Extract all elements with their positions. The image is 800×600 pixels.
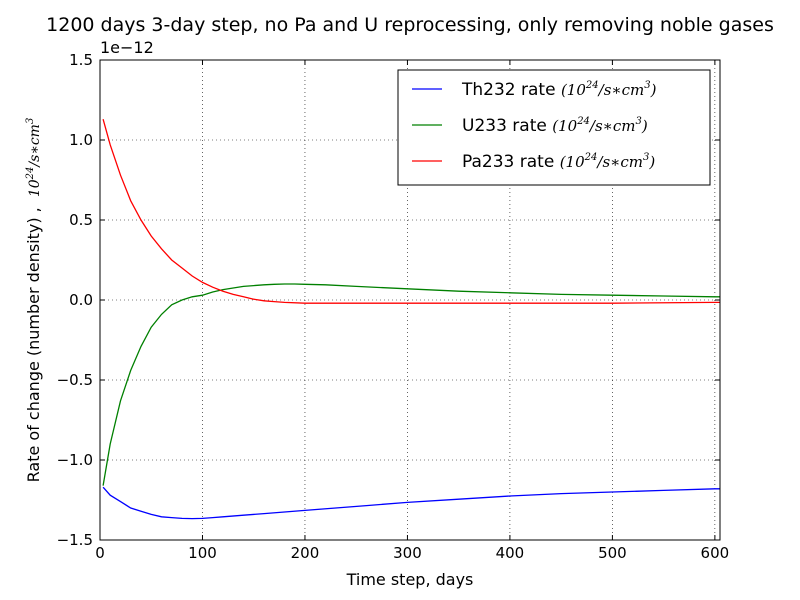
y-tick-label: −1.0	[57, 451, 93, 469]
x-tick-label: 0	[95, 544, 105, 562]
y-tick-label: −1.5	[57, 531, 93, 549]
legend-label-pa233-rate: Pa233 rate (1024/s∗cm3)	[462, 152, 655, 172]
x-tick-label: 200	[291, 544, 320, 562]
y-tick-label: −0.5	[57, 371, 93, 389]
x-tick-label: 500	[598, 544, 627, 562]
series-line-pa233-rate	[102, 119, 720, 304]
legend: Th232 rate (1024/s∗cm3) U233 rate (1024/s…	[397, 69, 711, 186]
chart-title: 1200 days 3-day step, no Pa and U reproc…	[46, 14, 774, 36]
legend-label-u233-rate: U233 rate (1024/s∗cm3)	[462, 116, 648, 136]
offset-label: 1e−12	[100, 38, 154, 57]
x-tick-label: 400	[496, 544, 525, 562]
y-axis-label-text: Rate of change (number density) ,	[24, 207, 43, 482]
plot-area	[102, 119, 720, 520]
x-tick-label: 300	[393, 544, 422, 562]
y-tick-label: 0.0	[69, 291, 93, 309]
legend-box	[397, 69, 711, 186]
axis-ticks: 0 100 200 300 400 500 600 −1.5 −1.0 −0.5 0.0 0.5 1.0…	[57, 51, 730, 562]
y-tick-label: 1.5	[69, 51, 93, 69]
x-tick-label: 600	[701, 544, 730, 562]
y-tick-label: 1.0	[69, 131, 93, 149]
series-line-th232-rate	[102, 486, 720, 520]
y-tick-label: 0.5	[69, 211, 93, 229]
x-axis-label: Time step, days	[346, 570, 474, 589]
svg-text:Rate of change (number density: Rate of change (number density) , 1024/s…	[24, 118, 43, 483]
x-tick-label: 100	[188, 544, 217, 562]
y-axis-label: Rate of change (number density) , 1024/s…	[24, 118, 43, 483]
legend-label-th232-rate: Th232 rate (1024/s∗cm3)	[461, 80, 657, 100]
series-line-u233-rate	[102, 283, 720, 486]
